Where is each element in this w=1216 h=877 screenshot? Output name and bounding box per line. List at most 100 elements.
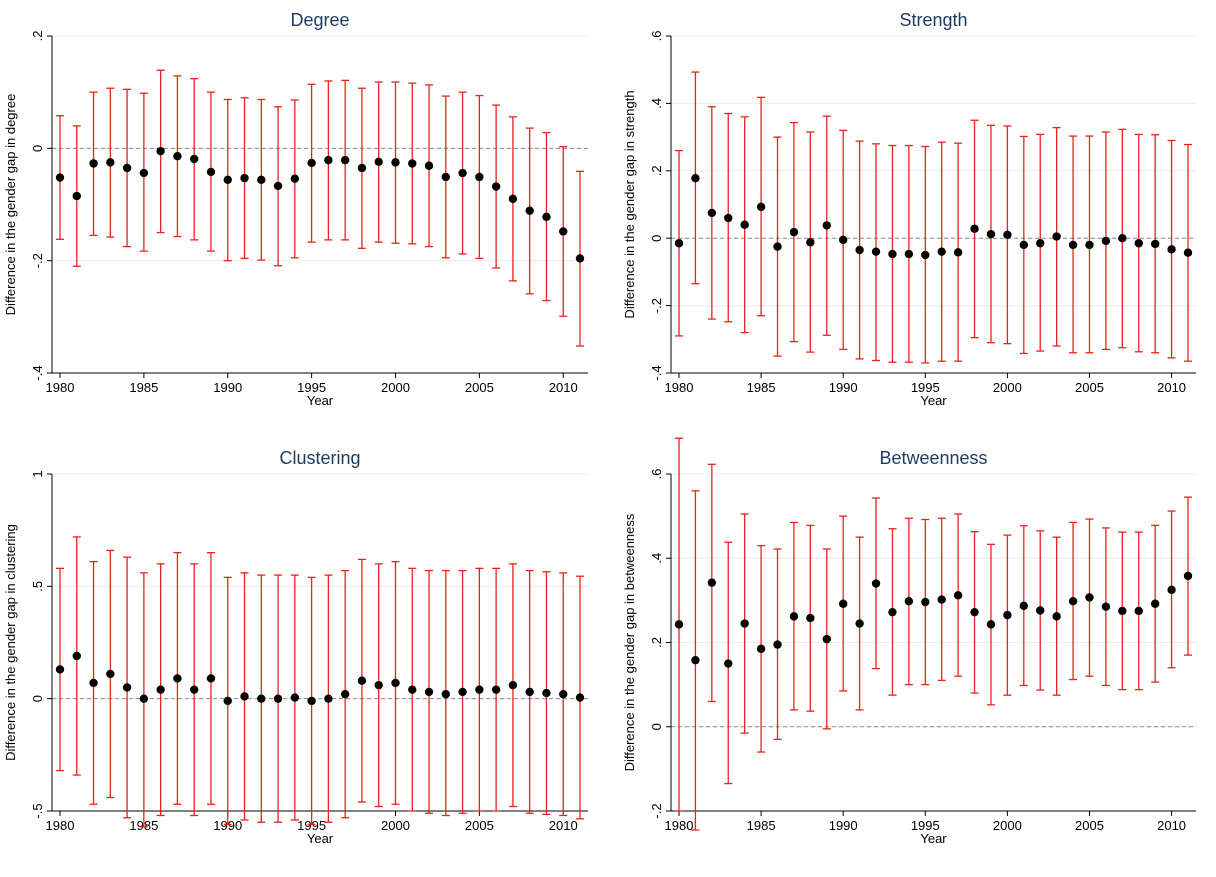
data-point [838, 599, 848, 608]
y-tick-label: .4 [649, 98, 664, 109]
x-axis-label: Year [307, 393, 334, 408]
data-point [475, 172, 484, 182]
x-tick-label: 1980 [46, 818, 75, 833]
x-tick-label: 1990 [829, 380, 858, 395]
data-point [691, 174, 700, 183]
x-tick-label: 2005 [465, 380, 494, 395]
data-point [1003, 230, 1012, 240]
data-point [986, 620, 996, 629]
y-tick-label: -.5 [30, 803, 45, 818]
chart-title: Degree [290, 10, 349, 30]
data-point [559, 227, 568, 236]
data-point [508, 194, 518, 204]
x-tick-label: 2005 [1075, 818, 1104, 833]
data-point [674, 239, 684, 248]
data-point [937, 247, 946, 256]
data-point [106, 669, 115, 679]
data-point [458, 168, 467, 178]
y-tick-label: .5 [30, 581, 45, 592]
data-point [89, 678, 98, 688]
data-point [122, 683, 132, 692]
y-tick-label: -.2 [30, 253, 45, 268]
x-tick-label: 2000 [993, 818, 1022, 833]
data-point [986, 229, 996, 239]
data-point [1118, 234, 1127, 243]
data-point [1085, 240, 1094, 250]
chart-panel-strength: Strength -.4 -.2 0 .2 .4 .6 1980 1985 1990 1995 200… [622, 10, 1196, 408]
data-point [575, 693, 585, 702]
x-tick-label: 1995 [297, 380, 326, 395]
y-tick-label: -.4 [30, 365, 45, 380]
data-point [307, 158, 316, 168]
data-point [525, 687, 534, 697]
data-point [106, 158, 115, 167]
data-point [953, 591, 963, 600]
data-point [871, 247, 881, 256]
data-point [904, 249, 914, 259]
data-point [1036, 606, 1045, 615]
data-point [441, 689, 451, 699]
data-point [559, 689, 568, 699]
y-axis-label: Difference in the gender gap in clusteri… [3, 524, 18, 761]
data-point [1036, 239, 1045, 248]
data-point [806, 238, 815, 247]
data-point [424, 161, 434, 170]
data-point [1167, 585, 1176, 595]
data-point [408, 159, 417, 168]
data-point [55, 665, 65, 674]
y-tick-label: .2 [649, 165, 664, 176]
data-point [89, 159, 98, 168]
x-tick-label: 1980 [46, 380, 75, 395]
data-point [391, 158, 400, 167]
data-point [1150, 239, 1160, 249]
data-point [756, 644, 766, 654]
data-point [806, 613, 815, 623]
data-point [1101, 236, 1111, 246]
data-point [970, 224, 979, 233]
data-point [1052, 612, 1061, 621]
y-tick-label: .4 [649, 553, 664, 564]
data-point [691, 655, 700, 665]
data-point [525, 206, 534, 215]
x-tick-label: 2000 [381, 818, 410, 833]
data-point [724, 659, 733, 668]
data-point [789, 227, 799, 237]
data-point [674, 620, 684, 629]
data-point [904, 597, 914, 606]
data-point [273, 181, 283, 191]
y-tick-label: .2 [30, 31, 45, 42]
y-tick-label: -.4 [649, 365, 664, 380]
y-axis-label: Difference in the gender gap in strength [622, 90, 637, 318]
data-point [855, 245, 864, 255]
data-point [508, 680, 518, 690]
data-point [340, 155, 350, 165]
data-point [871, 579, 881, 588]
data-point [921, 250, 930, 260]
data-point [1118, 606, 1127, 616]
y-axis-label: Difference in the gender gap in degree [3, 94, 18, 316]
data-point [374, 680, 383, 690]
x-tick-label: 1995 [911, 818, 940, 833]
data-point [1167, 245, 1176, 254]
data-point [55, 173, 65, 182]
y-tick-label: .6 [649, 31, 664, 42]
data-point [374, 157, 383, 167]
data-point [1101, 602, 1111, 611]
data-point [888, 607, 897, 617]
x-tick-label: 2010 [1157, 380, 1186, 395]
data-point [1183, 248, 1193, 257]
x-tick-label: 1980 [665, 818, 694, 833]
y-tick-label: 1 [30, 470, 45, 477]
x-tick-label: 1985 [747, 380, 776, 395]
data-point [223, 696, 232, 706]
data-point [273, 694, 283, 703]
data-point [575, 254, 585, 263]
data-point [855, 619, 864, 628]
data-point [324, 155, 333, 165]
data-point [408, 685, 417, 694]
data-point [1003, 610, 1012, 620]
data-point [707, 208, 717, 218]
chart-panel-degree: Degree -.4 -.2 0 .2 1980 1985 1990 1995 2000 2005 2… [3, 10, 588, 408]
data-point [937, 595, 946, 604]
